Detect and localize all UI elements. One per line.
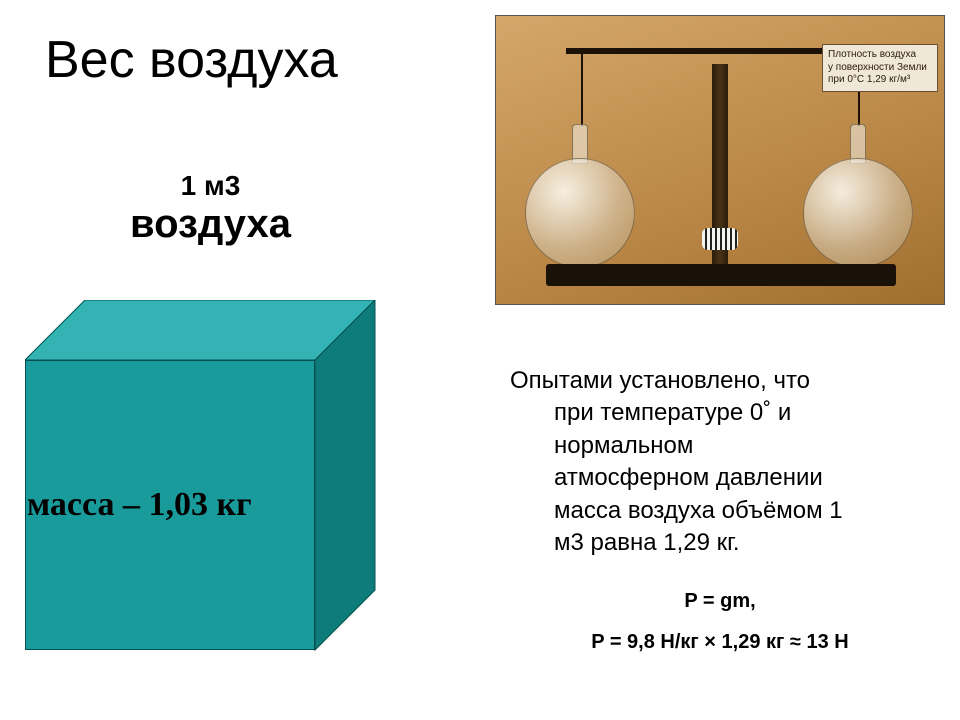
cube-mass-label: масса – 1,03 кг (27, 486, 252, 524)
photo-caption-card: Плотность воздуха у поверхности Земли пр… (822, 44, 938, 92)
flask-right (798, 124, 918, 274)
caption-line: Плотность воздуха (828, 49, 932, 62)
body-text: Опытами установлено, что при температуре… (510, 365, 930, 559)
balance-base (546, 264, 896, 286)
body-line: нормальном (510, 430, 930, 462)
cube-diagram: масса – 1,03 кг (25, 300, 395, 670)
balance-scale-knob (702, 228, 738, 250)
page-title: Вес воздуха (45, 30, 338, 90)
body-line: м3 равна 1,29 кг. (510, 527, 930, 559)
flask-bulb (803, 158, 913, 268)
caption-line: у поверхности Земли (828, 62, 932, 75)
body-line: при температуре 0˚ и (510, 397, 930, 429)
subtitle-block: 1 м3 воздуха (130, 170, 291, 247)
balance-photo: Плотность воздуха у поверхности Земли пр… (495, 15, 945, 305)
cube-side-face (315, 300, 375, 650)
flask-bulb (525, 158, 635, 268)
caption-line: при 0°С 1,29 кг/м³ (828, 74, 932, 87)
subtitle-line1: 1 м3 (130, 170, 291, 202)
body-line: масса воздуха объёмом 1 (510, 495, 930, 527)
balance-wire-left (581, 54, 583, 126)
body-line: Опытами установлено, что (510, 365, 930, 397)
flask-left (520, 124, 640, 274)
subtitle-line2: воздуха (130, 202, 291, 247)
formula-1: P = gm, (510, 590, 930, 613)
body-line: атмосферном давлении (510, 462, 930, 494)
cube-top-face (25, 300, 375, 360)
formula-2: P = 9,8 Н/кг × 1,29 кг ≈ 13 Н (510, 631, 930, 654)
formula-block: P = gm, P = 9,8 Н/кг × 1,29 кг ≈ 13 Н (510, 590, 930, 654)
